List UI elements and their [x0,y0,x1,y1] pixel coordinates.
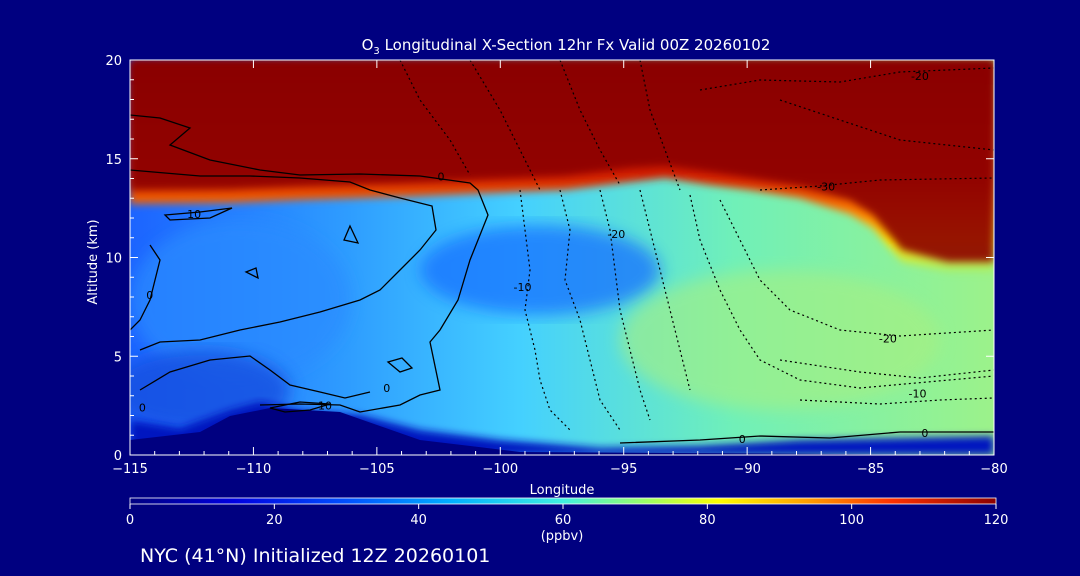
x-tick-label: −115 [112,462,148,477]
y-axis-title: Altitude (km) [86,219,101,304]
x-tick-label: −90 [733,462,760,477]
x-axis-title: Longitude [530,483,595,498]
contour-strat-3 [559,60,621,186]
colorbar-tick-label: 0 [126,513,134,528]
contour-label: 0 [146,289,153,302]
x-tick-label: −85 [857,462,884,477]
terrain [130,408,994,455]
contour-closed-1 [163,207,233,221]
stratosphere-core [130,60,994,262]
contour-strat-7 [759,177,994,191]
y-tick-label: 5 [114,350,122,365]
y-tick-label: 20 [105,54,122,69]
contour-closed-4 [386,357,414,373]
y-tick-label: 0 [114,449,122,464]
contour-neg30-a [719,199,994,337]
contour-label: 10 [318,400,332,413]
contour-west-edge [130,244,161,331]
contour-label: 0 [739,433,746,446]
y-tick-label: 15 [105,153,122,168]
colorbar-tick-label: 60 [555,513,572,528]
contour-neg20-a [599,189,651,421]
contour-label: 10 [187,208,201,221]
x-axis: −115 −110 −105 −100 −95 −90 −85 −80 [112,60,1008,477]
contour-neg20-d [779,359,994,379]
x-tick-label: −100 [482,462,518,477]
colorbar-tick-label: 20 [266,513,283,528]
x-tick-label: −95 [610,462,637,477]
contour-neg20-b [639,189,691,391]
contour-strat-5 [699,67,994,91]
low-ozone-core [420,225,660,315]
contour-neg10-b [559,189,621,431]
contour-label: -30 [817,180,835,193]
y-axis: 0 5 10 15 20 [105,54,994,464]
contour-label: 0 [139,402,146,415]
colorbar-tick-label: 120 [984,513,1009,528]
contour-label: 0 [921,427,928,440]
solid-contours [130,114,994,444]
low-ozone-west [130,220,350,380]
colorbar-ticks: 0 20 40 60 80 100 120 [126,504,1009,528]
colorbar-tick-label: 80 [699,513,716,528]
colorbar-tick-label: 40 [410,513,427,528]
footer-caption: NYC (41°N) Initialized 12Z 20260101 [140,545,490,567]
chart-title: O3 Longitudinal X-Section 12hr Fx Valid … [362,36,771,57]
contour-neg10-a [519,189,571,431]
contour-label: -10 [514,281,532,294]
contour-closed-3 [244,267,259,280]
contour-labels: 0 10 0 0 0 10 -10 -20 -30 -20 -10 0 0 -20 [139,70,929,446]
x-tick-label: −110 [236,462,272,477]
contour-label: 0 [383,382,390,395]
mid-ozone-east [620,270,940,410]
ozone-field: 0 10 0 0 0 10 -10 -20 -30 -20 -10 0 0 -20 [130,60,994,455]
contour-strat-6 [779,99,994,151]
contour-0-west [130,114,489,413]
contour-label: -20 [607,228,625,241]
x-tick-label: −80 [980,462,1007,477]
contour-closed-5 [269,401,331,413]
colorbar-tick-label: 100 [839,513,864,528]
contour-label: -20 [879,332,897,345]
x-tick-label: −105 [359,462,395,477]
contour-label: -20 [911,70,929,83]
dotted-contours [399,60,994,431]
contour-closed-2 [343,224,360,244]
contour-lower-west [139,355,371,399]
contour-0-east [619,431,994,444]
contour-label: 0 [438,170,445,183]
y-tick-label: 10 [105,252,122,267]
colorbar-units: (ppbv) [541,529,584,544]
contour-label: -10 [908,388,926,401]
contour-10-west [130,169,437,351]
contour-neg10-c [799,397,994,405]
contour-strat-2 [469,60,541,191]
contour-strat-4 [639,60,681,191]
contour-neg20-c [689,194,994,389]
colorbar [129,497,997,505]
